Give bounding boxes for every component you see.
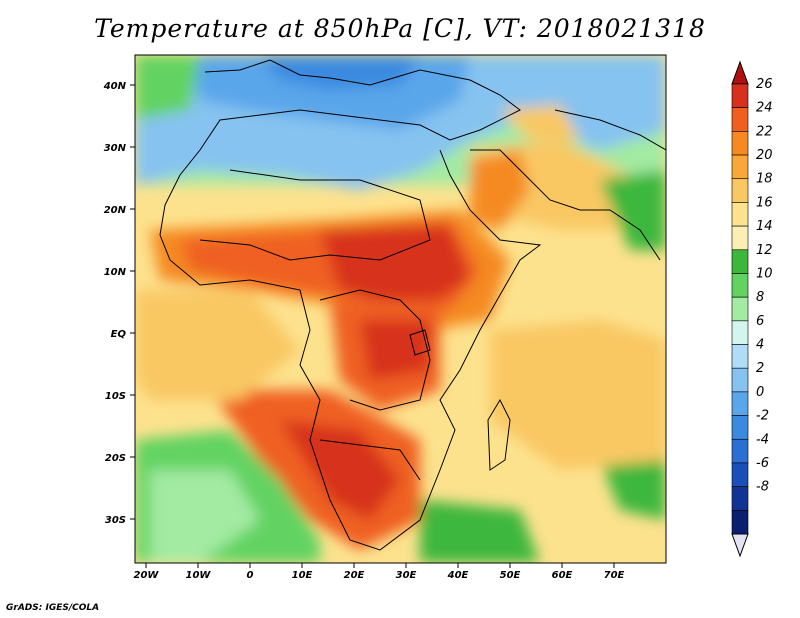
lat-tick-label: 10N: [104, 267, 127, 278]
colorbar-label: 14: [756, 219, 773, 234]
lon-tick-label: 30E: [396, 570, 417, 581]
colorbar-box: [731, 107, 749, 132]
grads-credit: GrADS: IGES/COLA: [6, 603, 100, 613]
colorbar-label: 4: [756, 338, 764, 353]
colorbar-box: [731, 415, 749, 440]
lat-axis: 40N 30N 20N 10N EQ 10S 20S 30S: [103, 81, 135, 526]
lat-tick-label: 20S: [105, 453, 126, 464]
lon-tick-label: 70E: [604, 570, 625, 581]
colorbar-label: 2: [756, 361, 764, 376]
colorbar-boxes: [731, 83, 749, 535]
colorbar-box: [731, 391, 749, 416]
colorbar-label: 6: [756, 314, 764, 329]
colorbar-box: [731, 249, 749, 274]
lat-tick-label: EQ: [111, 329, 127, 340]
lat-tick-label: 40N: [103, 81, 127, 92]
lon-axis: 20W 10W 0 10E 20E 30E 40E 50E 60E 70E: [134, 563, 625, 581]
lon-tick-label: 20E: [344, 570, 365, 581]
colorbar-box: [731, 344, 749, 369]
colorbar-label: -4: [756, 432, 769, 447]
colorbar-box: [731, 510, 749, 535]
lat-tick-label: 30S: [105, 515, 126, 526]
colorbar-top-arrow: [731, 60, 749, 85]
lon-tick-label: 10W: [186, 570, 212, 581]
lat-tick-label: 20N: [104, 205, 127, 216]
colorbar-box: [731, 486, 749, 511]
map-title: Temperature at 850hPa [C], VT: 201802131…: [94, 14, 706, 43]
colorbar-box: [731, 320, 749, 345]
colorbar-label: 8: [756, 290, 764, 305]
colorbar-label: 18: [756, 172, 773, 187]
colorbar-box: [731, 367, 749, 393]
map-frame: [134, 54, 667, 564]
colorbar-bottom-arrow: [731, 533, 749, 558]
temperature-field: [135, 55, 666, 563]
colorbar-box: [731, 438, 749, 464]
colorbar-box: [731, 462, 749, 487]
colorbar-label: 22: [756, 124, 773, 139]
colorbar-label: -2: [756, 409, 769, 424]
lon-tick-label: 40E: [447, 570, 469, 581]
colorbar-label: 10: [756, 266, 773, 281]
colorbar-box: [731, 296, 749, 322]
colorbar-label: 24: [756, 101, 773, 116]
colorbar-label: 12: [756, 243, 773, 258]
lon-tick-label: 60E: [552, 570, 573, 581]
colorbar-box: [731, 273, 749, 298]
colorbar-label: 26: [756, 77, 773, 92]
lat-tick-label: 30N: [104, 143, 127, 154]
lon-tick-label: 50E: [500, 570, 521, 581]
colorbar-box: [731, 178, 749, 203]
colorbar-label: 16: [756, 195, 773, 210]
colorbar-box: [731, 225, 749, 251]
lon-tick-label: 20W: [134, 570, 160, 581]
lon-tick-label: 10E: [292, 570, 313, 581]
coastlines: [159, 59, 666, 551]
colorbar-label: 20: [756, 148, 773, 163]
colorbar-box: [731, 83, 749, 108]
lat-tick-label: 10S: [105, 391, 126, 402]
colorbar-box: [731, 154, 749, 180]
colorbar-box: [731, 202, 749, 227]
colorbar-label: -6: [756, 456, 769, 471]
colorbar-label: 0: [756, 385, 764, 400]
colorbar-box: [731, 131, 749, 156]
colorbar-label: -8: [756, 480, 769, 495]
lon-tick-label: 0: [247, 570, 254, 581]
